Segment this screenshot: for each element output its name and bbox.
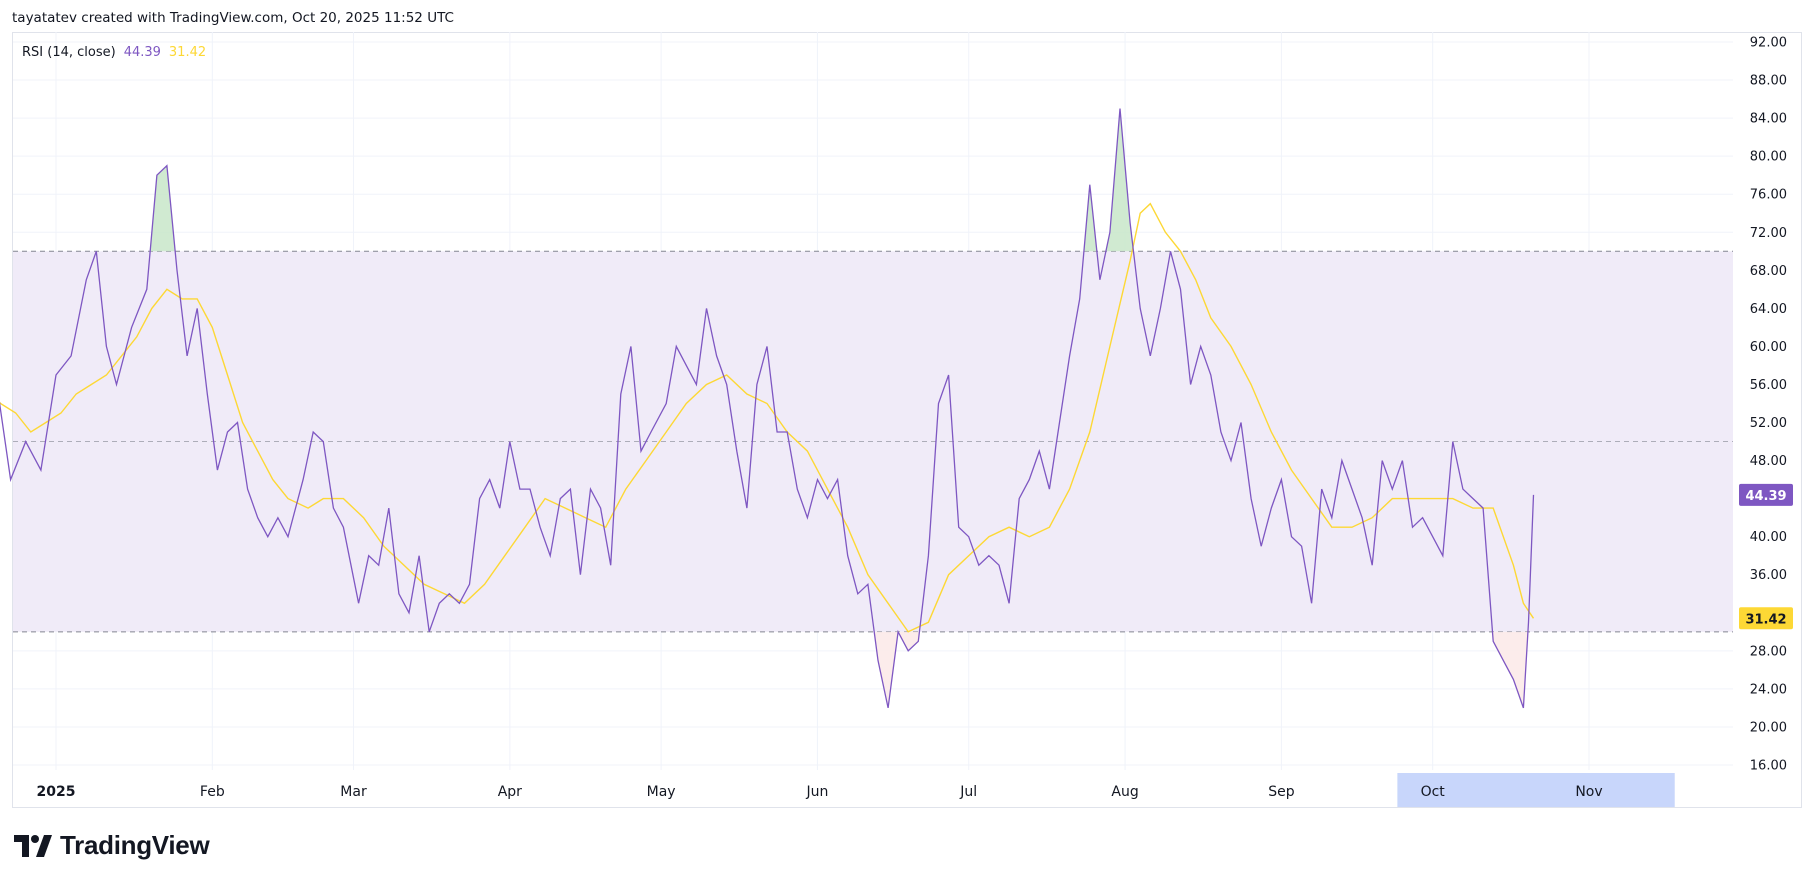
overbought-fill [1105,108,1134,252]
x-tick-label: May [647,784,676,800]
y-tick-label: 40.00 [1750,530,1787,545]
attribution-text: tayatatev created with TradingView.com, … [12,10,454,26]
ma-series-line[interactable] [0,202,1535,633]
y-tick-label: 52.00 [1750,416,1787,431]
tradingview-logo[interactable]: TradingView [14,830,210,861]
x-tick-label: Mar [340,784,367,800]
x-tick-label: Jun [806,784,829,800]
y-tick-label: 16.00 [1750,759,1787,774]
y-tick-label: 92.00 [1750,36,1787,51]
oversold-fill [874,631,899,708]
y-tick-label: 60.00 [1750,340,1787,355]
indicator-name: RSI (14, close) [22,45,116,60]
y-tick-label: 72.00 [1750,226,1787,241]
y-tick-label: 64.00 [1750,302,1787,317]
y-tick-label: 84.00 [1750,112,1787,127]
rsi-last-value-tag [1739,483,1793,506]
x-tick-label: Nov [1575,784,1602,800]
x-tick-label: Jul [959,784,977,800]
rsi-last-value-tag-label: 44.39 [1745,489,1786,504]
y-tick-label: 48.00 [1750,454,1787,469]
tradingview-logo-icon [14,834,52,857]
y-tick-label: 88.00 [1750,74,1787,89]
y-tick-label: 36.00 [1750,568,1787,583]
y-tick-label: 80.00 [1750,150,1787,165]
ma-last-value-tag-label: 31.42 [1745,612,1786,627]
y-tick-label: 56.00 [1750,378,1787,393]
oversold-fill [1492,631,1528,708]
x-tick-label: Aug [1111,784,1138,800]
x-tick-label: Oct [1421,784,1446,800]
indicator-legend[interactable]: RSI (14, close) 44.39 31.42 [22,45,206,60]
ma-value: 31.42 [168,45,207,60]
y-tick-label: 24.00 [1750,682,1787,697]
tradingview-logo-text: TradingView [60,830,210,860]
oversold-fill [898,631,920,651]
x-tick-label: 2025 [37,784,76,800]
x-tick-label: Sep [1268,784,1295,800]
y-tick-label: 76.00 [1750,188,1787,203]
overbought-fill [1083,184,1097,252]
rsi-series-line[interactable] [0,108,1535,709]
y-tick-label: 28.00 [1750,644,1787,659]
y-tick-label: 68.00 [1750,264,1787,279]
x-tick-label: Feb [200,784,225,800]
chart-frame[interactable] [12,32,1802,808]
ma-last-value-tag [1739,607,1793,630]
y-tick-label: 20.00 [1750,720,1787,735]
x-tick-label: Apr [498,784,522,800]
highlighted-date-range[interactable] [1397,773,1675,807]
rsi-value: 44.39 [123,45,161,60]
